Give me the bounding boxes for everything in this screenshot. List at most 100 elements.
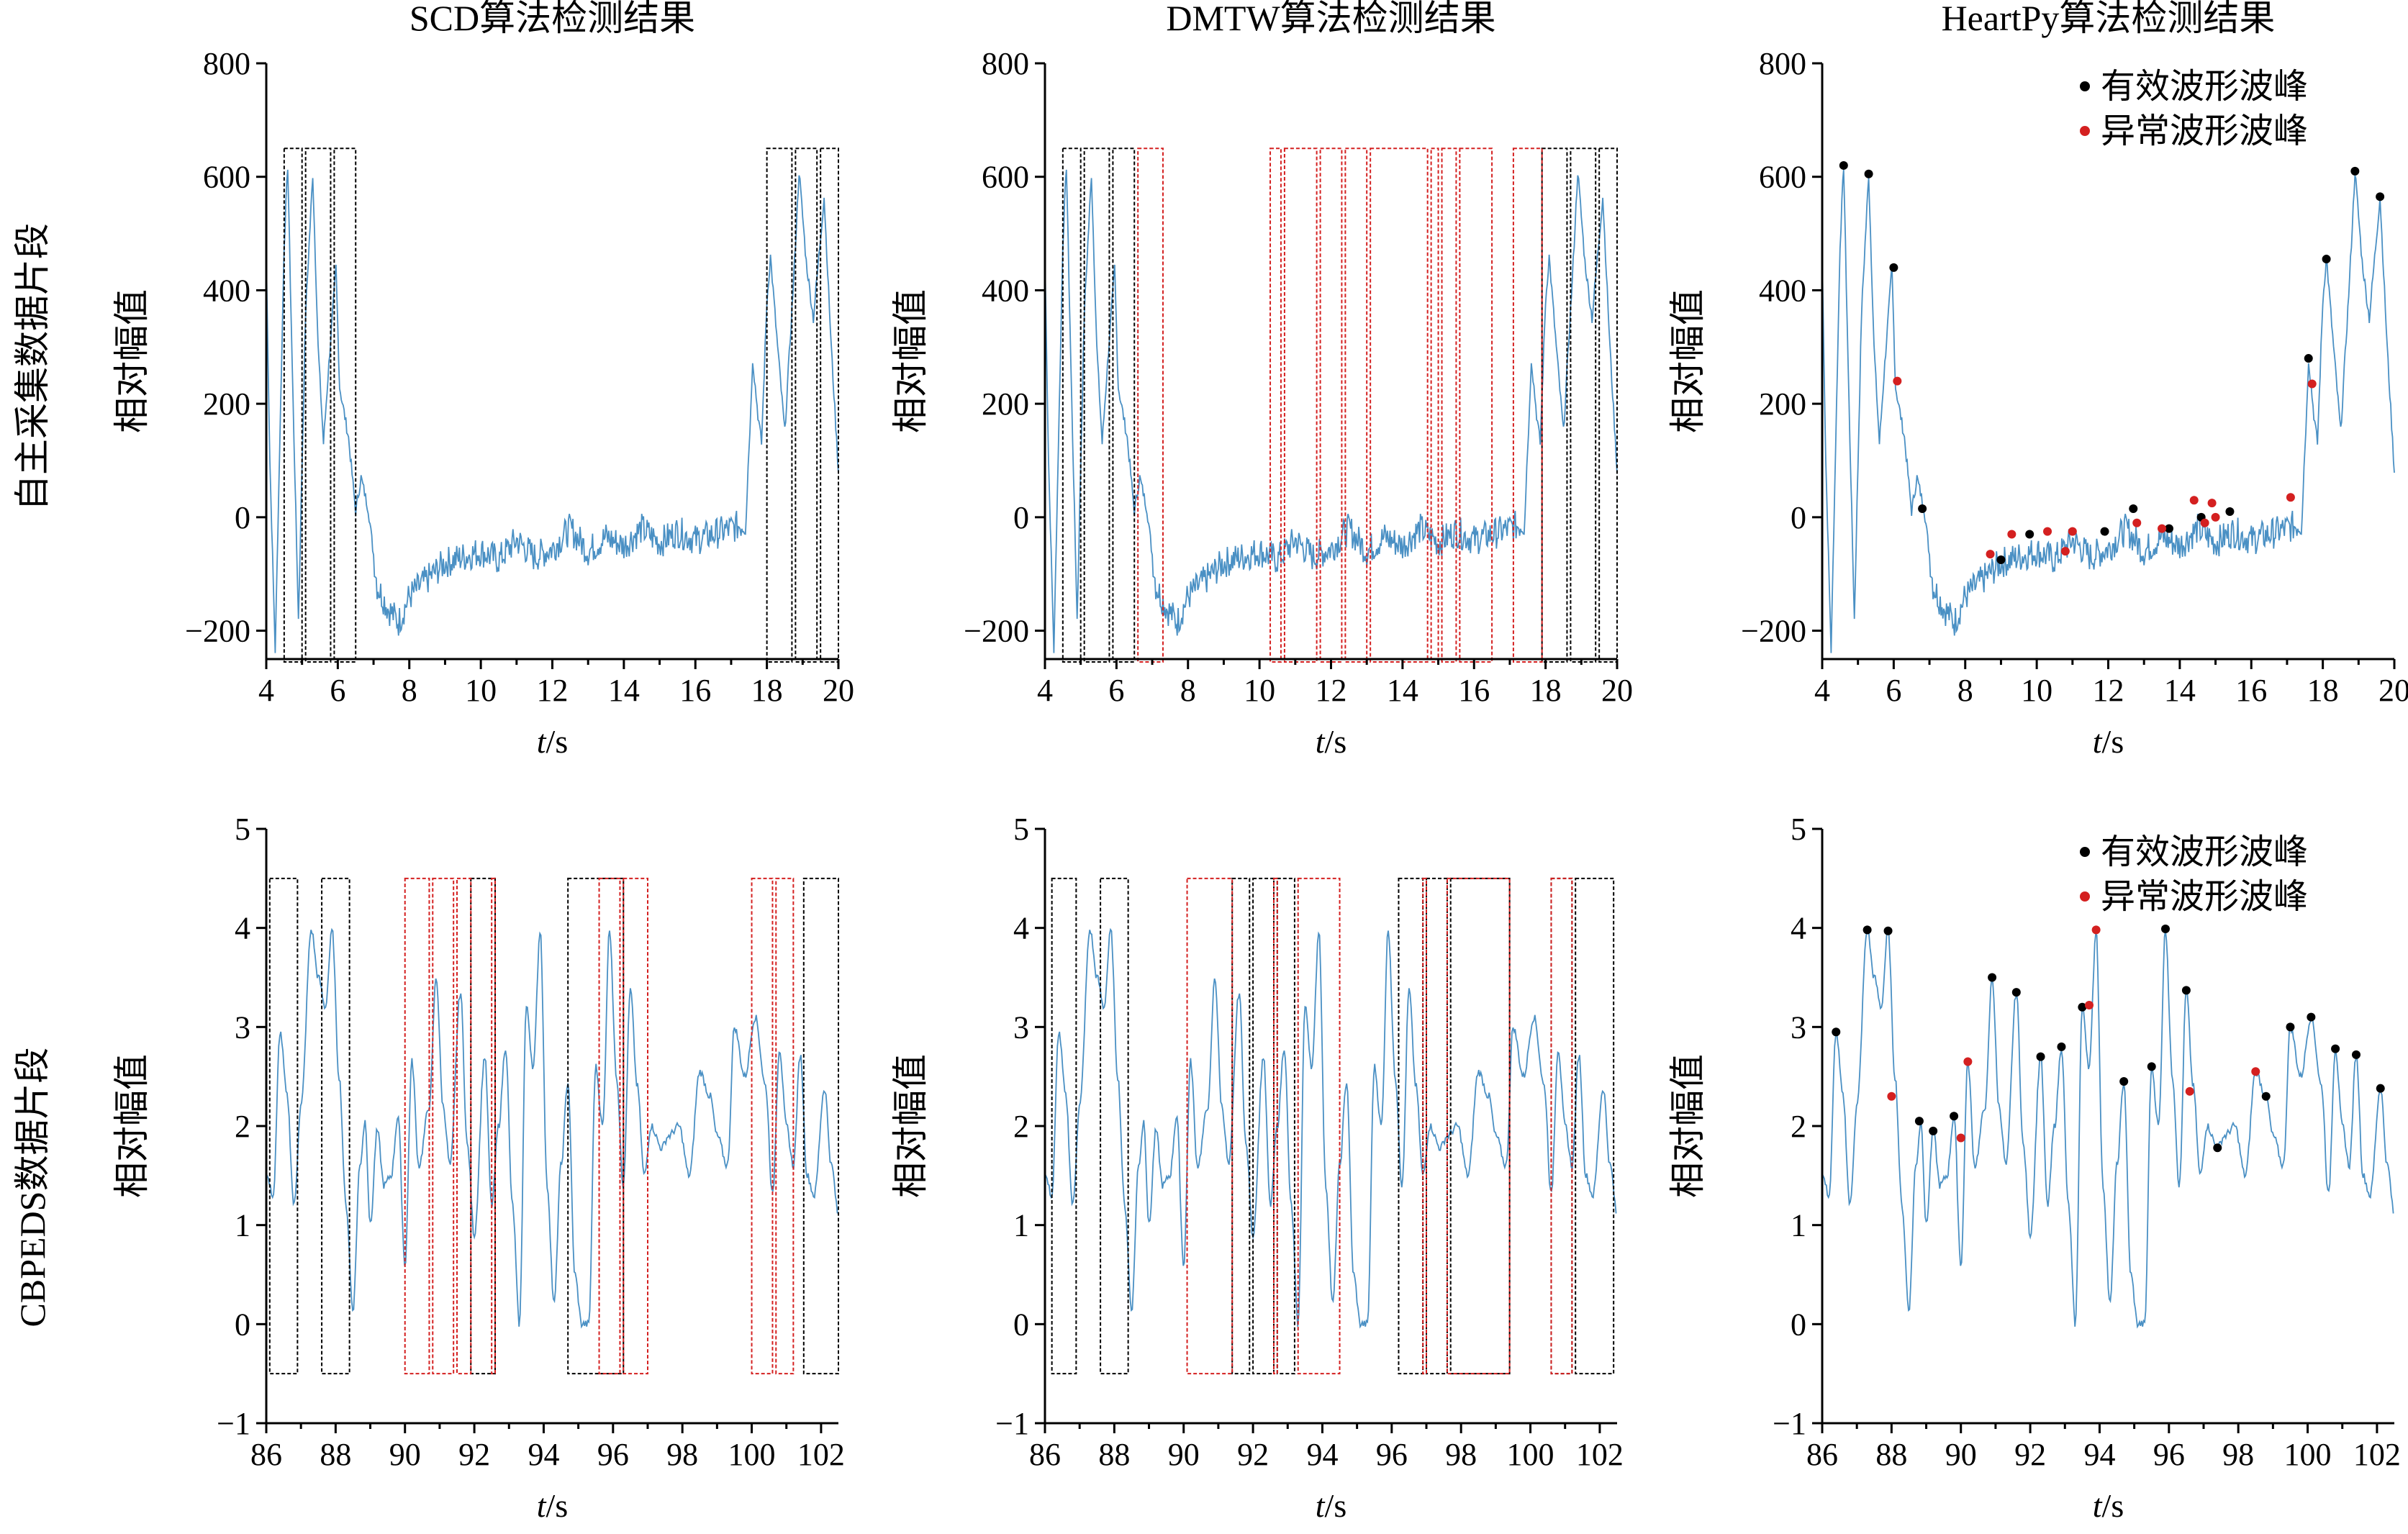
x-axis-label: t/s: [1316, 723, 1346, 760]
x-tick-label: 86: [1029, 1437, 1061, 1472]
y-tick-label: 5: [235, 812, 250, 847]
x-axis-label: t/s: [537, 723, 568, 760]
x-tick-label: 92: [458, 1437, 490, 1472]
x-tick-label: 4: [1037, 673, 1053, 708]
x-tick-label: 98: [2222, 1437, 2254, 1472]
valid-peak-marker: [2100, 527, 2109, 536]
x-tick-label: 88: [320, 1437, 351, 1472]
valid-detection-box: [268, 877, 299, 1375]
x-tick-label: 102: [1576, 1437, 1624, 1472]
y-axis-label: 相对幅值: [1667, 289, 1708, 433]
x-tick-label: 20: [1601, 673, 1633, 708]
x-tick-label: 10: [465, 673, 497, 708]
abnormal-detection-box: [775, 877, 795, 1375]
y-tick-label: 4: [1791, 911, 1806, 946]
y-tick-label: 600: [1759, 160, 1806, 195]
valid-peak-marker: [1996, 555, 2006, 564]
panel-6: −1 0 1 2 3 4 5 86 88 90 92 94 96 98 100 102 相对幅值 t/s 有效波形波…: [1667, 812, 2401, 1524]
row-label-bottom: CBPEDS数据片段: [12, 1048, 53, 1328]
x-tick-label: 6: [1886, 673, 1901, 708]
y-tick-label: 800: [982, 46, 1029, 81]
row-label-top: 自主采集数据片段: [12, 223, 53, 511]
x-tick-label: 14: [608, 673, 640, 708]
signal-line: [1044, 169, 1618, 653]
abnormal-detection-box: [1283, 148, 1318, 663]
valid-peak-marker: [2307, 1012, 2316, 1022]
valid-peak-marker: [2376, 192, 2385, 201]
x-tick-label: 90: [1168, 1437, 1200, 1472]
legend-abnormal-marker: [2080, 891, 2090, 902]
abnormal-detection-box: [1459, 148, 1493, 663]
legend-normal-label: 有效波形波峰: [2101, 68, 2308, 106]
abnormal-detection-box: [1550, 877, 1573, 1375]
valid-peak-marker: [2322, 255, 2331, 264]
abnormal-peak-marker: [1893, 376, 1902, 386]
y-tick-label: −200: [964, 614, 1029, 649]
valid-peak-marker: [1883, 926, 1893, 935]
abnormal-detection-box: [456, 877, 472, 1375]
valid-peak-marker: [2352, 1050, 2361, 1059]
signal-line: [1821, 169, 2395, 653]
valid-peak-marker: [2181, 986, 2191, 995]
x-axis-label: t/s: [1316, 1487, 1346, 1524]
y-tick-label: 0: [1013, 1307, 1029, 1342]
valid-detection-box: [1231, 877, 1251, 1375]
valid-peak-marker: [1929, 1126, 1938, 1135]
x-tick-label: 18: [1530, 673, 1562, 708]
x-tick-label: 98: [666, 1437, 698, 1472]
x-tick-label: 12: [1316, 673, 1347, 708]
x-tick-label: 4: [1814, 673, 1830, 708]
valid-peak-marker: [2036, 1052, 2045, 1061]
x-tick-label: 90: [1945, 1437, 1977, 1472]
abnormal-peak-marker: [2060, 547, 2070, 556]
y-tick-label: 200: [982, 386, 1029, 422]
valid-peak-marker: [2057, 1042, 2066, 1051]
abnormal-peak-marker: [2068, 527, 2077, 536]
valid-peak-marker: [2119, 1077, 2129, 1086]
valid-detection-box: [1083, 148, 1110, 663]
valid-detection-box: [1570, 148, 1597, 663]
valid-peak-marker: [2147, 1062, 2156, 1071]
y-tick-label: 0: [1791, 500, 1806, 535]
y-tick-label: 400: [1759, 273, 1806, 308]
valid-peak-marker: [1862, 925, 1872, 935]
y-axis-label: 相对幅值: [112, 289, 152, 433]
abnormal-detection-box: [598, 877, 621, 1375]
abnormal-detection-box: [404, 877, 430, 1375]
panel-title: HeartPy算法检测结果: [1942, 0, 2276, 38]
valid-peak-marker: [2225, 507, 2235, 516]
signal-line: [266, 927, 838, 1329]
abnormal-peak-marker: [2091, 925, 2101, 935]
valid-peak-marker: [1864, 169, 1873, 178]
panel-3: HeartPy算法检测结果 −200 0 200 400 600 800 4 6 8 10 12 14 1…: [1667, 0, 2408, 760]
valid-detection-box: [1276, 877, 1295, 1375]
x-tick-label: 6: [1108, 673, 1124, 708]
legend-abnormal-marker: [2080, 126, 2090, 136]
x-tick-label: 8: [1957, 673, 1973, 708]
y-tick-label: −200: [185, 614, 250, 649]
legend-abnormal-label: 异常波形波峰: [2101, 112, 2308, 150]
x-tick-label: 100: [1507, 1437, 1554, 1472]
abnormal-detection-box: [1273, 877, 1278, 1375]
y-tick-label: 4: [235, 911, 250, 946]
x-tick-label: 94: [528, 1437, 559, 1472]
legend-abnormal-label: 异常波形波峰: [2101, 878, 2308, 916]
abnormal-detection-box: [1297, 877, 1341, 1375]
abnormal-peak-marker: [1887, 1092, 1896, 1101]
x-tick-label: 10: [1244, 673, 1275, 708]
y-tick-label: 0: [1013, 500, 1029, 535]
y-tick-label: 800: [1759, 46, 1806, 81]
x-tick-label: 100: [2284, 1437, 2332, 1472]
x-tick-label: 96: [597, 1437, 629, 1472]
row-label-bottom-text: CBPEDS数据片段: [12, 1048, 53, 1328]
y-tick-label: 1: [1013, 1208, 1029, 1243]
abnormal-detection-box: [1319, 148, 1343, 663]
valid-peak-marker: [2011, 988, 2021, 997]
valid-detection-box: [283, 148, 303, 663]
y-tick-label: 5: [1013, 812, 1029, 847]
valid-detection-box: [1575, 877, 1615, 1375]
y-tick-label: −200: [1741, 614, 1806, 649]
valid-peak-marker: [1950, 1112, 1959, 1121]
x-tick-label: 16: [679, 673, 711, 708]
